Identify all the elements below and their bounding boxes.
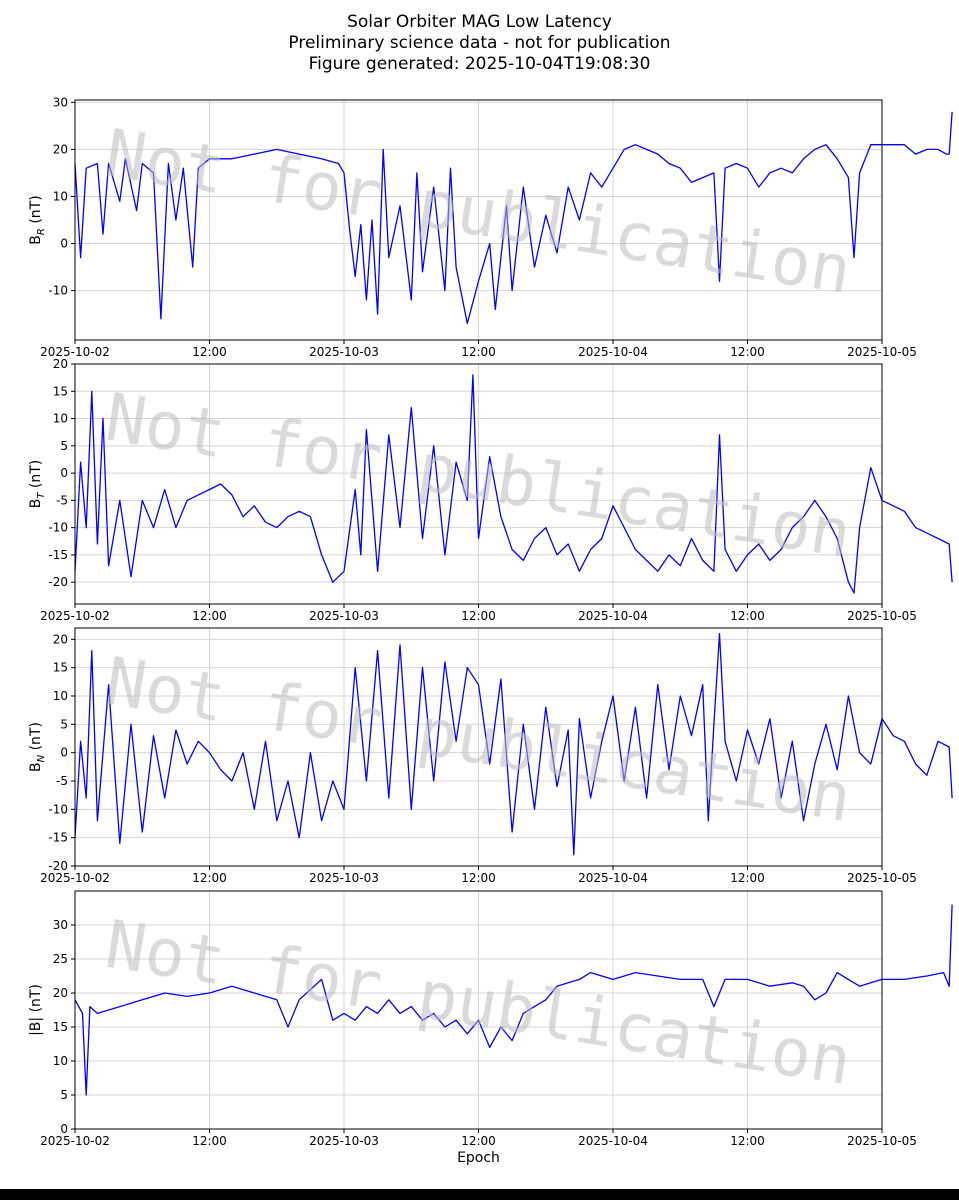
y-axis-label: BN (nT) bbox=[28, 722, 47, 772]
y-tick-label: 10 bbox=[53, 1054, 68, 1068]
title-line-1: Solar Orbiter MAG Low Latency bbox=[347, 12, 612, 32]
x-tick-label: 12:00 bbox=[192, 871, 227, 885]
y-tick-label: -20 bbox=[48, 859, 68, 873]
x-tick-label: 12:00 bbox=[461, 1134, 496, 1148]
x-tick-label: 2025-10-03 bbox=[309, 345, 379, 359]
watermark-line-2: publication bbox=[412, 956, 856, 1100]
y-tick-label: -15 bbox=[48, 548, 68, 562]
y-tick-label: 30 bbox=[53, 95, 68, 109]
x-tick-label: 2025-10-02 bbox=[40, 609, 110, 623]
panel-Bmag: Not for publication0510152025302025-10-02… bbox=[28, 890, 953, 1166]
x-tick-label: 2025-10-05 bbox=[847, 871, 917, 885]
x-tick-label: 2025-10-05 bbox=[847, 345, 917, 359]
x-tick-label: 2025-10-03 bbox=[309, 871, 379, 885]
y-tick-label: 0 bbox=[60, 1122, 68, 1136]
y-tick-label: 5 bbox=[60, 439, 68, 453]
y-tick-label: 10 bbox=[53, 189, 68, 203]
y-tick-label: 20 bbox=[53, 986, 68, 1000]
series-line bbox=[74, 374, 953, 594]
x-tick-label: 2025-10-02 bbox=[40, 871, 110, 885]
x-tick-label: 12:00 bbox=[730, 345, 765, 359]
y-tick-label: 15 bbox=[53, 384, 68, 398]
x-tick-label: 12:00 bbox=[730, 1134, 765, 1148]
y-tick-label: 0 bbox=[60, 237, 68, 251]
series-line bbox=[74, 904, 953, 1096]
x-tick-label: 2025-10-05 bbox=[847, 609, 917, 623]
y-tick-label: -15 bbox=[48, 831, 68, 845]
y-tick-label: -10 bbox=[48, 521, 68, 535]
series-line bbox=[74, 111, 953, 325]
y-tick-label: 15 bbox=[53, 661, 68, 675]
panel-BT: Not for publication-20-15-10-505101520202… bbox=[28, 357, 953, 623]
y-tick-label: -20 bbox=[48, 575, 68, 589]
x-tick-label: 12:00 bbox=[192, 1134, 227, 1148]
watermark-line-2: publication bbox=[412, 429, 856, 573]
y-tick-label: 5 bbox=[60, 717, 68, 731]
y-tick-label: -10 bbox=[48, 802, 68, 816]
x-tick-label: 2025-10-03 bbox=[309, 609, 379, 623]
y-tick-label: -5 bbox=[56, 493, 68, 507]
x-tick-label: 2025-10-04 bbox=[578, 871, 648, 885]
x-tick-label: 12:00 bbox=[192, 609, 227, 623]
x-tick-label: 2025-10-04 bbox=[578, 609, 648, 623]
title-line-3: Figure generated: 2025-10-04T19:08:30 bbox=[308, 54, 651, 74]
x-tick-label: 12:00 bbox=[192, 345, 227, 359]
x-tick-label: 2025-10-02 bbox=[40, 1134, 110, 1148]
y-tick-label: 20 bbox=[53, 142, 68, 156]
y-tick-label: 5 bbox=[60, 1088, 68, 1102]
y-tick-label: 20 bbox=[53, 357, 68, 371]
x-tick-label: 12:00 bbox=[730, 871, 765, 885]
y-tick-label: 25 bbox=[53, 952, 68, 966]
x-tick-label: 12:00 bbox=[730, 609, 765, 623]
series-line bbox=[74, 633, 953, 856]
x-tick-label: 12:00 bbox=[461, 609, 496, 623]
y-axis-label: BT (nT) bbox=[28, 460, 47, 509]
y-tick-label: -10 bbox=[48, 284, 68, 298]
y-axis-label: BR (nT) bbox=[28, 195, 47, 244]
title-line-2: Preliminary science data - not for publi… bbox=[288, 33, 671, 53]
x-tick-label: 2025-10-02 bbox=[40, 345, 110, 359]
y-tick-label: 10 bbox=[53, 689, 68, 703]
y-tick-label: 10 bbox=[53, 412, 68, 426]
x-tick-label: 2025-10-04 bbox=[578, 345, 648, 359]
x-tick-label: 12:00 bbox=[461, 871, 496, 885]
figure-title: Solar Orbiter MAG Low Latency Preliminar… bbox=[0, 12, 959, 75]
bottom-bar bbox=[0, 1189, 959, 1200]
x-tick-label: 2025-10-05 bbox=[847, 1134, 917, 1148]
x-tick-label: 2025-10-04 bbox=[578, 1134, 648, 1148]
y-tick-label: 20 bbox=[53, 632, 68, 646]
panel-BN: Not for publication-20-15-10-505101520202… bbox=[28, 627, 953, 885]
watermark-line-2: publication bbox=[412, 165, 856, 309]
y-tick-label: 15 bbox=[53, 1020, 68, 1034]
y-tick-label: -5 bbox=[56, 774, 68, 788]
y-tick-label: 0 bbox=[60, 746, 68, 760]
x-axis-label: Epoch bbox=[457, 1150, 500, 1166]
x-tick-label: 12:00 bbox=[461, 345, 496, 359]
y-axis-label: |B| (nT) bbox=[28, 984, 44, 1036]
y-tick-label: 0 bbox=[60, 466, 68, 480]
x-tick-label: 2025-10-03 bbox=[309, 1134, 379, 1148]
y-tick-label: 30 bbox=[53, 918, 68, 932]
